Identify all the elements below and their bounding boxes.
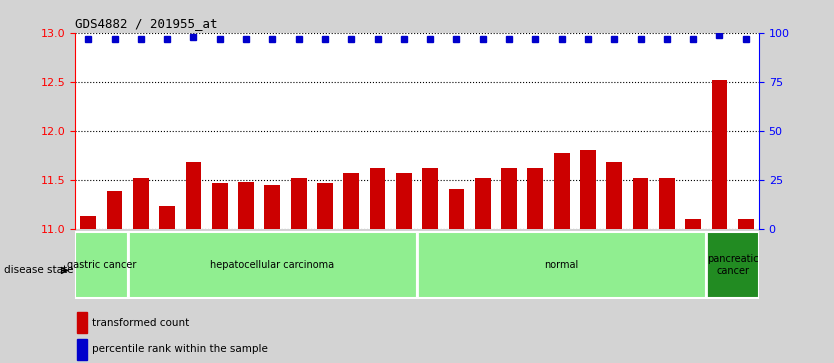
Bar — [449, 189, 465, 229]
Bar — [633, 178, 649, 229]
Text: GDS4882 / 201955_at: GDS4882 / 201955_at — [75, 17, 218, 30]
Bar — [264, 185, 280, 229]
Bar — [344, 173, 359, 229]
Bar — [317, 183, 333, 229]
Bar — [128, 232, 417, 298]
Bar — [422, 168, 438, 229]
Bar — [78, 313, 88, 333]
Text: disease state: disease state — [4, 265, 73, 276]
Bar — [185, 162, 201, 229]
Text: normal: normal — [545, 260, 579, 270]
Bar — [78, 339, 88, 359]
Bar — [706, 232, 759, 298]
Bar — [159, 206, 175, 229]
Bar — [291, 178, 307, 229]
Bar — [369, 168, 385, 229]
Bar — [475, 178, 490, 229]
Bar — [606, 162, 622, 229]
Bar — [396, 173, 412, 229]
Bar — [580, 150, 595, 229]
Bar — [501, 168, 517, 229]
Bar — [75, 232, 128, 298]
Bar — [417, 232, 706, 298]
Bar — [686, 219, 701, 229]
Bar — [527, 168, 543, 229]
Bar — [554, 153, 570, 229]
Bar — [659, 178, 675, 229]
Text: percentile rank within the sample: percentile rank within the sample — [93, 344, 269, 354]
Bar — [133, 178, 148, 229]
Text: transformed count: transformed count — [93, 318, 190, 328]
Text: hepatocellular carcinoma: hepatocellular carcinoma — [210, 260, 334, 270]
Bar — [239, 182, 254, 229]
Bar — [738, 219, 754, 229]
Bar — [107, 191, 123, 229]
Bar — [711, 80, 727, 229]
Text: gastric cancer: gastric cancer — [67, 260, 136, 270]
Bar — [212, 183, 228, 229]
Text: pancreatic
cancer: pancreatic cancer — [707, 254, 758, 276]
Bar — [80, 216, 96, 229]
